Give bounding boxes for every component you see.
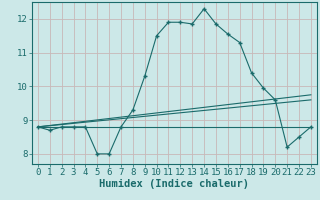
X-axis label: Humidex (Indice chaleur): Humidex (Indice chaleur) — [100, 179, 249, 189]
